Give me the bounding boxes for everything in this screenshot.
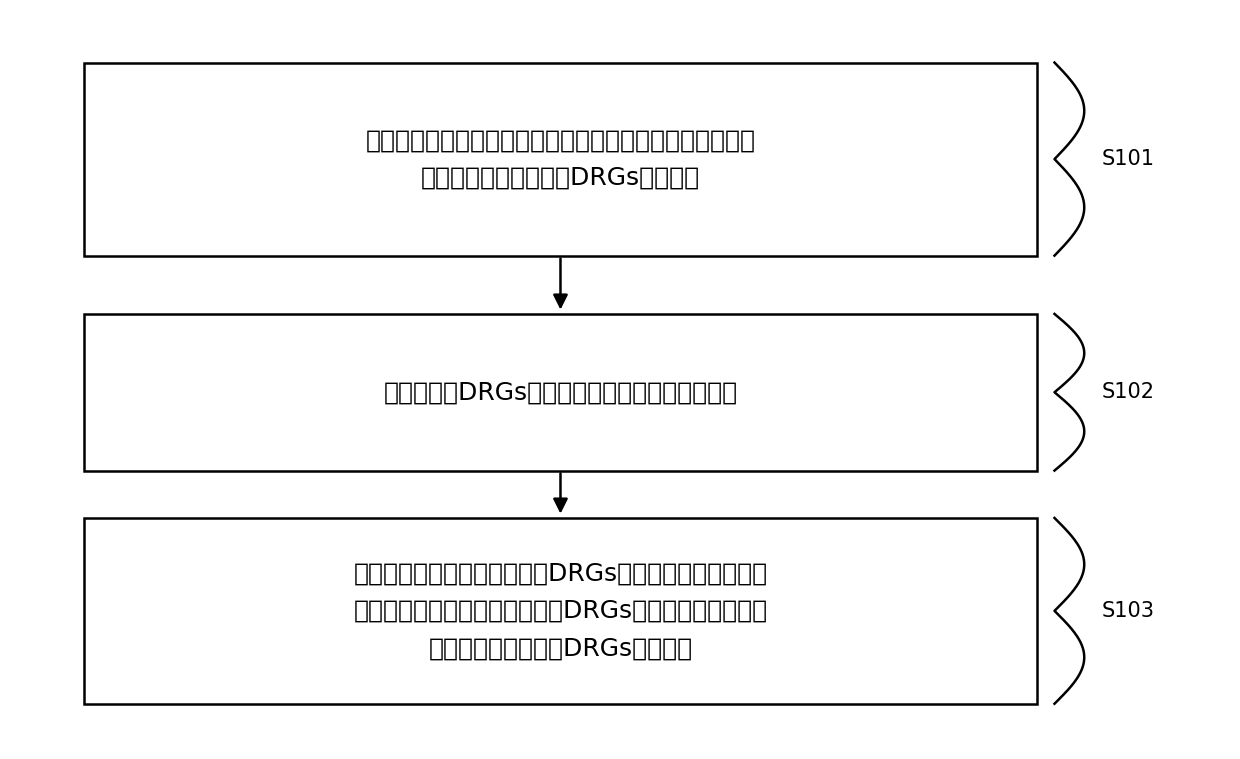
Text: S101: S101	[1102, 149, 1156, 169]
Text: 基于待预测用药数据与各候选DRGs分组结果对应的已分组
用药数据的匹配程度，在各候选DRGs分组结果中确定出待
预测用药数据的目标DRGs分组结果: 基于待预测用药数据与各候选DRGs分组结果对应的已分组 用药数据的匹配程度，在各…	[353, 562, 768, 660]
Text: S102: S102	[1102, 383, 1156, 402]
Text: 获取待预测用药数据，并根据样本用药数据集确定待预测用
药数据的至少一个候选DRGs分组结果: 获取待预测用药数据，并根据样本用药数据集确定待预测用 药数据的至少一个候选DRG…	[366, 128, 755, 190]
Bar	[84, 62, 1037, 256]
Text: S103: S103	[1102, 601, 1156, 621]
Bar	[84, 314, 1037, 471]
Text: 获取各候选DRGs分组结果对应的已分组用药数据: 获取各候选DRGs分组结果对应的已分组用药数据	[383, 380, 738, 405]
Bar	[84, 518, 1037, 704]
